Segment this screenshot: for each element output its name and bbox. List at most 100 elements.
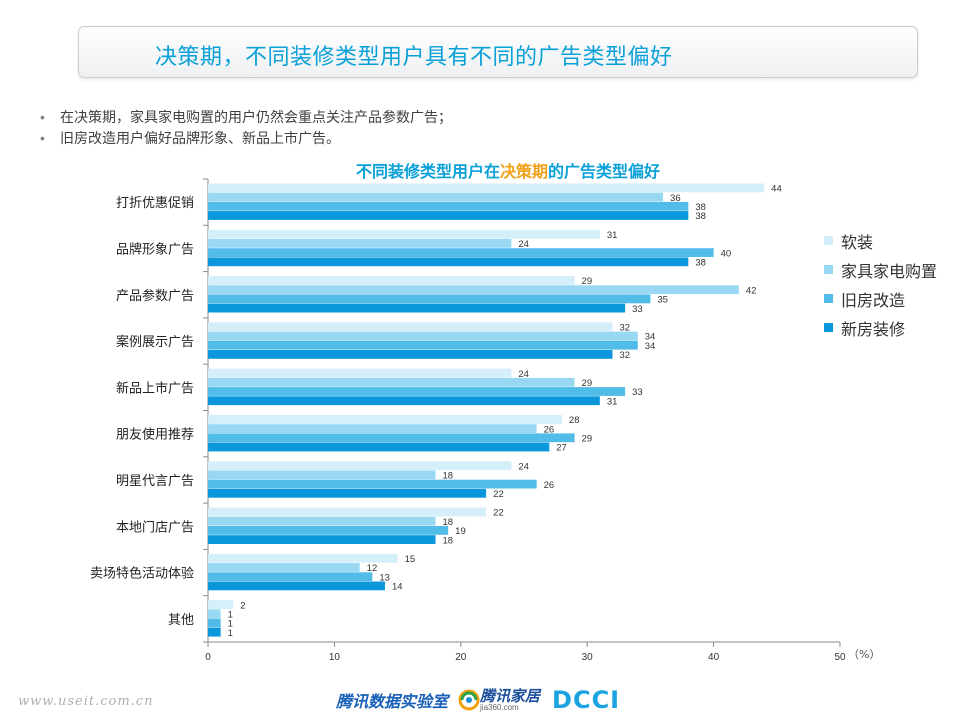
bar	[208, 507, 487, 517]
bar	[208, 377, 575, 387]
bar-value-label: 28	[569, 415, 580, 426]
chart-title-part: 的广告类型偏好	[548, 164, 661, 181]
legend-label: 新房装修	[841, 321, 906, 339]
bar	[208, 201, 689, 211]
bar-value-label: 15	[405, 554, 416, 565]
chart-title-part: 不同装修类型用户在	[355, 164, 500, 181]
legend-swatch	[824, 294, 833, 303]
bar	[208, 285, 739, 295]
bar	[208, 248, 714, 257]
bar	[208, 322, 613, 332]
bar	[208, 239, 512, 248]
bar	[208, 294, 651, 304]
bar-value-label: 24	[518, 369, 529, 380]
bar	[208, 479, 537, 489]
category-label: 产品参数广告	[116, 288, 194, 304]
bullet-list: • 在决策期，家具家电购置的用户仍然会重点关注产品参数广告； • 旧房改造用户偏好品…	[40, 107, 452, 149]
bar-value-label: 34	[645, 341, 656, 352]
bar-value-label: 14	[392, 582, 403, 593]
bar-value-label: 42	[746, 285, 757, 296]
bar	[208, 192, 664, 202]
bar-value-label: 32	[619, 323, 630, 334]
bar-value-label: 1	[228, 619, 233, 630]
bar-value-label: 33	[632, 387, 643, 398]
bar	[208, 183, 765, 193]
bar	[208, 516, 436, 526]
bar-value-label: 18	[443, 471, 454, 482]
bar-value-label: 38	[695, 258, 706, 269]
bar-value-label: 38	[695, 202, 706, 213]
bar-value-label: 31	[607, 230, 618, 241]
bar	[208, 368, 512, 378]
bar-value-label: 22	[493, 489, 504, 500]
bar	[208, 331, 638, 341]
bar	[208, 303, 626, 313]
bullet-text: 旧房改造用户偏好品牌形象、新品上市广告。	[60, 130, 340, 146]
bar-value-label: 2	[240, 600, 245, 611]
chart-legend: 软装家具家电购置旧房改造新房装修	[824, 226, 937, 342]
bar	[208, 488, 487, 498]
category-label: 本地门店广告	[116, 520, 194, 535]
tencent-data-lab-logo: 腾讯数据实验室	[336, 694, 449, 711]
bar-value-label: 38	[695, 211, 706, 222]
bar	[208, 229, 600, 239]
x-axis-unit: （%）	[848, 648, 880, 661]
footer-url: www.useit.com.cn	[18, 694, 154, 709]
chart-title-highlight: 决策期	[499, 164, 548, 181]
tencent-jiaju-logo: 腾讯家居 jia360.com	[458, 689, 540, 712]
legend-item: 家具家电购置	[824, 255, 937, 284]
bar	[208, 563, 360, 572]
x-tick-label: 30	[582, 652, 594, 663]
bar-value-label: 40	[721, 248, 732, 259]
category-label: 打折优惠促销	[116, 196, 194, 211]
bullet-dot: •	[40, 130, 45, 146]
bar-value-label: 34	[645, 332, 656, 343]
category-label: 卖场特色活动体验	[90, 566, 194, 582]
bar-value-label: 1	[228, 628, 233, 639]
bar-value-label: 18	[443, 535, 454, 546]
bar-value-label: 19	[455, 526, 466, 537]
legend-item: 旧房改造	[824, 284, 937, 313]
bar-value-label: 33	[632, 304, 643, 315]
bar	[208, 424, 537, 433]
bar-value-label: 24	[518, 461, 529, 472]
jiaju-swirl-icon	[458, 689, 480, 711]
bar-value-label: 29	[582, 276, 593, 287]
bullet-dot: •	[40, 109, 45, 125]
bar	[208, 211, 689, 220]
legend-label: 家具家电购置	[841, 263, 938, 281]
bar	[208, 553, 398, 563]
bar	[208, 340, 638, 350]
bar-value-label: 44	[771, 184, 782, 195]
category-label: 其他	[168, 613, 194, 628]
bar	[208, 600, 234, 609]
bar-value-label: 35	[657, 295, 668, 306]
bar	[208, 461, 512, 471]
bullet-item: • 在决策期，家具家电购置的用户仍然会重点关注产品参数广告；	[40, 107, 452, 128]
bar	[208, 627, 221, 637]
bar-value-label: 12	[367, 563, 378, 574]
bar	[208, 581, 385, 591]
legend-swatch	[824, 323, 833, 332]
bar	[208, 350, 613, 359]
bar-value-label: 1	[228, 610, 233, 621]
legend-item: 新房装修	[824, 313, 937, 342]
dcci-logo: DCCI	[552, 686, 621, 714]
bar-value-label: 18	[443, 517, 454, 528]
title-bar: 决策期，不同装修类型用户具有不同的广告类型偏好	[78, 26, 918, 78]
bar	[208, 276, 575, 285]
legend-label: 软装	[841, 234, 874, 252]
bar-value-label: 26	[544, 480, 555, 491]
bar-value-label: 24	[518, 239, 529, 250]
bar	[208, 415, 562, 424]
bar	[208, 442, 550, 452]
category-label: 明星代言广告	[116, 474, 194, 489]
category-label: 品牌形象广告	[116, 241, 194, 257]
bullet-item: • 旧房改造用户偏好品牌形象、新品上市广告。	[40, 128, 452, 149]
bar-value-label: 26	[544, 424, 555, 435]
bar-value-label: 31	[607, 396, 618, 407]
category-label: 案例展示广告	[116, 335, 194, 350]
chart-title: 不同装修类型用户在决策期的广告类型偏好	[0, 158, 960, 182]
bar-value-label: 32	[619, 350, 630, 361]
